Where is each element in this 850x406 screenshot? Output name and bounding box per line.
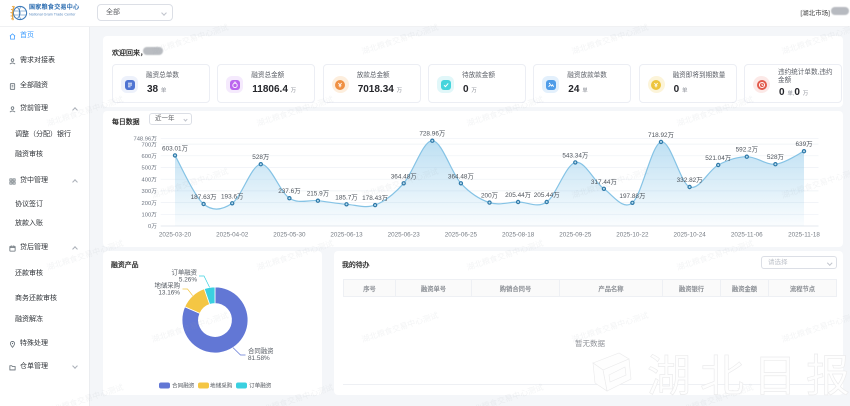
- svg-text:200万: 200万: [481, 192, 498, 200]
- svg-text:订单融资: 订单融资: [249, 382, 272, 390]
- svg-text:2025-10-22: 2025-10-22: [616, 232, 649, 239]
- svg-text:合同融资: 合同融资: [248, 346, 274, 355]
- svg-text:592.2万: 592.2万: [736, 146, 758, 154]
- svg-text:2025-06-13: 2025-06-13: [330, 232, 363, 239]
- svg-text:81.58%: 81.58%: [248, 355, 270, 362]
- svg-text:603.01万: 603.01万: [162, 144, 188, 152]
- svg-text:订单融资: 订单融资: [171, 268, 197, 277]
- svg-text:364.48万: 364.48万: [448, 172, 474, 180]
- svg-text:205.44万: 205.44万: [505, 191, 531, 199]
- svg-text:332.82万: 332.82万: [677, 176, 703, 184]
- svg-text:237.6万: 237.6万: [278, 187, 300, 195]
- svg-text:200万: 200万: [142, 200, 158, 207]
- svg-text:639万: 639万: [795, 140, 812, 148]
- svg-text:5.26%: 5.26%: [179, 277, 197, 284]
- svg-text:2025-03-20: 2025-03-20: [159, 232, 192, 239]
- svg-text:2025-11-18: 2025-11-18: [788, 232, 820, 239]
- svg-text:2025-11-06: 2025-11-06: [731, 232, 763, 239]
- svg-text:543.34万: 543.34万: [562, 151, 588, 159]
- svg-text:193.6万: 193.6万: [221, 192, 243, 200]
- svg-text:2025-05-30: 2025-05-30: [273, 232, 306, 239]
- svg-text:178.43万: 178.43万: [362, 194, 388, 202]
- svg-text:0万: 0万: [148, 223, 157, 230]
- svg-text:317.44万: 317.44万: [591, 178, 617, 186]
- svg-text:528万: 528万: [767, 153, 784, 161]
- svg-text:700万: 700万: [142, 141, 158, 148]
- svg-text:2025-10-24: 2025-10-24: [673, 232, 706, 239]
- svg-text:500万: 500万: [142, 165, 158, 172]
- svg-text:2025-04-02: 2025-04-02: [216, 232, 249, 239]
- svg-text:748.96万: 748.96万: [133, 136, 157, 143]
- svg-text:364.48万: 364.48万: [391, 172, 417, 180]
- svg-text:215.9万: 215.9万: [307, 190, 329, 198]
- svg-text:185.7万: 185.7万: [335, 193, 357, 201]
- svg-text:2025-08-18: 2025-08-18: [502, 232, 535, 239]
- svg-text:600万: 600万: [142, 153, 158, 160]
- svg-text:521.04万: 521.04万: [705, 154, 731, 162]
- svg-text:205.44万: 205.44万: [534, 191, 560, 199]
- svg-text:300万: 300万: [142, 188, 158, 195]
- svg-text:728.96万: 728.96万: [419, 130, 445, 138]
- svg-text:718.92万: 718.92万: [648, 131, 674, 139]
- svg-text:2025-06-23: 2025-06-23: [388, 232, 421, 239]
- svg-text:2025-09-25: 2025-09-25: [559, 232, 592, 239]
- svg-text:合同融资: 合同融资: [172, 382, 195, 390]
- svg-text:地储采购: 地储采购: [154, 281, 180, 290]
- svg-text:187.63万: 187.63万: [191, 193, 217, 201]
- svg-text:地储采购: 地储采购: [210, 382, 233, 390]
- svg-text:100万: 100万: [142, 212, 158, 219]
- svg-text:197.88万: 197.88万: [619, 192, 645, 200]
- svg-text:528万: 528万: [252, 153, 269, 161]
- svg-text:400万: 400万: [142, 176, 158, 183]
- svg-text:2025-06-25: 2025-06-25: [445, 232, 478, 239]
- svg-text:13.16%: 13.16%: [158, 290, 180, 297]
